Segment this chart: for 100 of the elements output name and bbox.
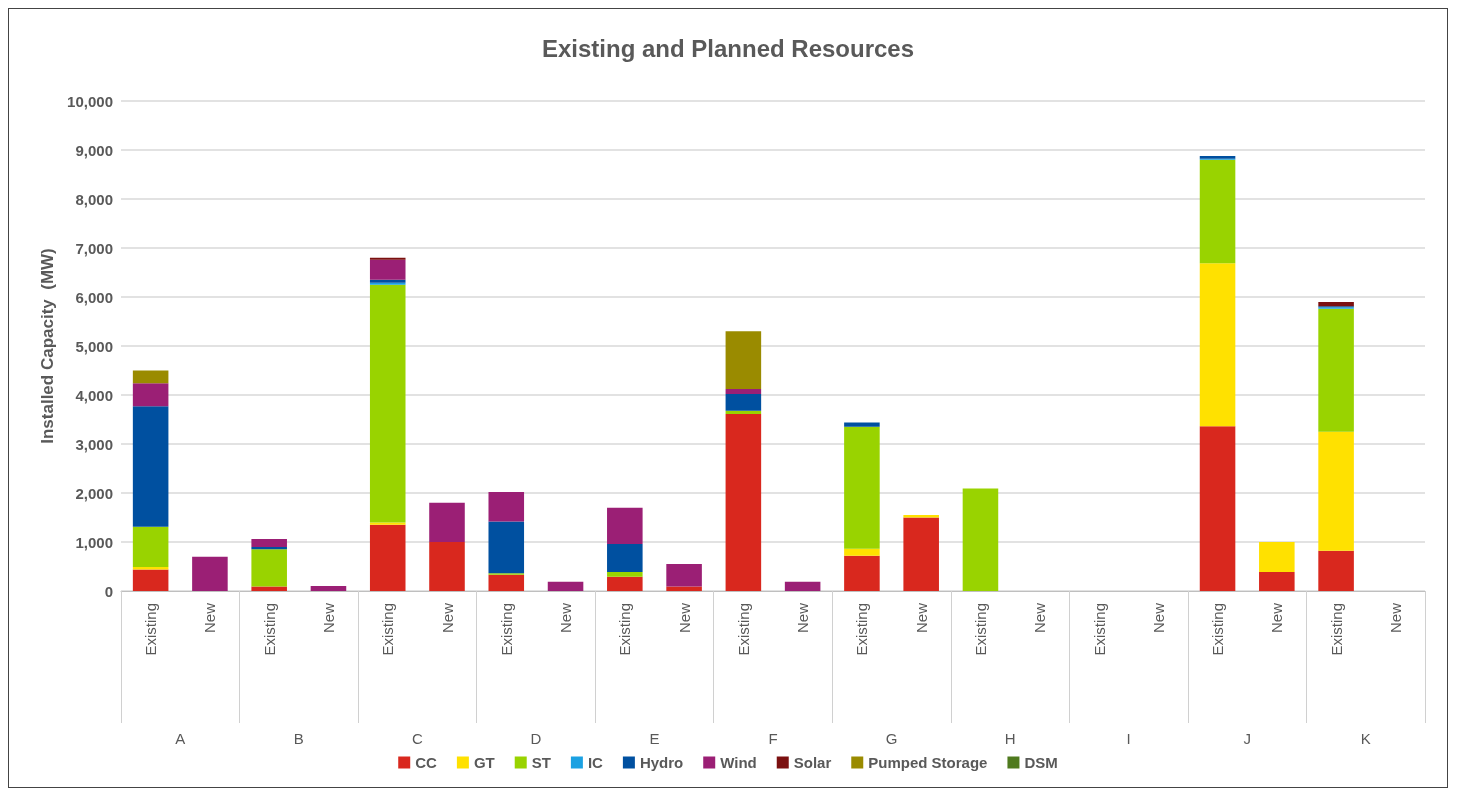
y-tick-label: 8,000: [75, 190, 113, 208]
bar: [1318, 301, 1354, 307]
y-tick-label: 6,000: [75, 288, 113, 306]
bar: [488, 521, 525, 574]
x-tick-label: Existing: [734, 603, 752, 656]
bar: [607, 576, 643, 591]
x-tick-label: New: [201, 602, 219, 634]
y-tick-label: 4,000: [75, 386, 113, 404]
bar: [666, 564, 702, 587]
x-tick-label: Existing: [497, 603, 515, 656]
bar: [666, 586, 702, 591]
bar: [1199, 426, 1236, 591]
bar: [1199, 159, 1236, 264]
y-axis-title: Installed Capacity (MW): [38, 248, 58, 444]
legend-label: CC: [415, 754, 438, 771]
x-tick-label: Existing: [260, 603, 278, 656]
bar: [310, 586, 347, 591]
bar: [547, 581, 584, 591]
x-tick-label: New: [319, 602, 337, 634]
x-tick-label: New: [1268, 602, 1286, 634]
bar: [1259, 542, 1295, 572]
text: G: [885, 730, 898, 747]
legend-label: IC: [587, 754, 604, 771]
bar: [251, 549, 287, 587]
x-tick-label: New: [675, 602, 693, 634]
bar: [1318, 550, 1354, 591]
y-tick-label: 10,000: [67, 92, 113, 110]
x-tick-label: Existing: [1090, 603, 1108, 656]
text: J: [1243, 730, 1251, 747]
legend-label: DSM: [1024, 754, 1058, 771]
x-tick-label: Existing: [1209, 603, 1227, 656]
legend-label: Pumped Storage: [868, 754, 988, 771]
y-tick-label: 2,000: [75, 484, 113, 502]
bar: [132, 370, 169, 384]
bar: [369, 284, 406, 523]
y-tick-label: 5,000: [75, 337, 113, 355]
bar: [844, 555, 880, 591]
legend-label: Hydro: [639, 754, 684, 771]
legend-label: ST: [531, 754, 551, 771]
bar: [607, 507, 643, 544]
text: K: [1360, 730, 1371, 747]
y-tick-label: 3,000: [75, 435, 113, 453]
text: H: [1004, 730, 1016, 747]
y-tick-label: 1,000: [75, 533, 113, 551]
x-tick-label: New: [557, 602, 575, 634]
bar: [251, 539, 287, 547]
bar: [1318, 308, 1354, 432]
y-tick-label: 9,000: [75, 141, 113, 159]
bar: [488, 574, 525, 591]
bar: [132, 406, 169, 527]
y-tick-label: 0: [104, 582, 113, 600]
x-tick-label: New: [1149, 602, 1167, 634]
bar: [725, 389, 762, 395]
x-tick-label: New: [912, 602, 930, 634]
bar: [132, 569, 169, 591]
bar: [369, 259, 406, 280]
x-tick-label: Existing: [971, 603, 989, 656]
bar: [488, 492, 525, 522]
bar: [369, 522, 406, 525]
bar: [251, 586, 287, 591]
bar: [429, 542, 465, 591]
bar: [725, 394, 762, 411]
bar: [1318, 431, 1354, 551]
x-tick-label: New: [794, 602, 812, 634]
text: A: [175, 730, 186, 747]
bar: [1259, 571, 1295, 591]
bar: [429, 502, 465, 542]
bar: [607, 543, 643, 572]
legend-label: Solar: [793, 754, 832, 771]
legend-label: GT: [473, 754, 495, 771]
text: B: [293, 730, 304, 747]
bar: [903, 517, 939, 591]
text: D: [530, 730, 542, 747]
chart-title: Existing and Planned Resources: [541, 34, 915, 62]
x-tick-label: New: [438, 602, 456, 634]
x-tick-label: Existing: [379, 603, 397, 656]
x-tick-label: Existing: [853, 603, 871, 656]
y-tick-label: 7,000: [75, 239, 113, 257]
x-tick-label: New: [1386, 602, 1404, 634]
bar: [844, 422, 880, 427]
x-tick-label: Existing: [142, 603, 160, 656]
text: E: [649, 730, 660, 747]
x-tick-label: Existing: [1327, 603, 1345, 656]
text: I: [1126, 730, 1131, 747]
bar: [903, 515, 939, 518]
bar: [132, 526, 169, 567]
x-tick-label: New: [1031, 602, 1049, 634]
legend-label: Wind: [720, 754, 757, 771]
bar: [1199, 263, 1236, 427]
bar: [962, 488, 999, 591]
bar: [844, 426, 880, 549]
bar: [844, 548, 880, 556]
text: C: [411, 730, 423, 747]
bar: [784, 581, 821, 591]
bar: [725, 331, 762, 390]
bar: [192, 556, 228, 591]
x-tick-label: Existing: [616, 603, 634, 656]
bar: [132, 383, 169, 407]
bar: [607, 571, 643, 577]
text: F: [768, 730, 778, 747]
